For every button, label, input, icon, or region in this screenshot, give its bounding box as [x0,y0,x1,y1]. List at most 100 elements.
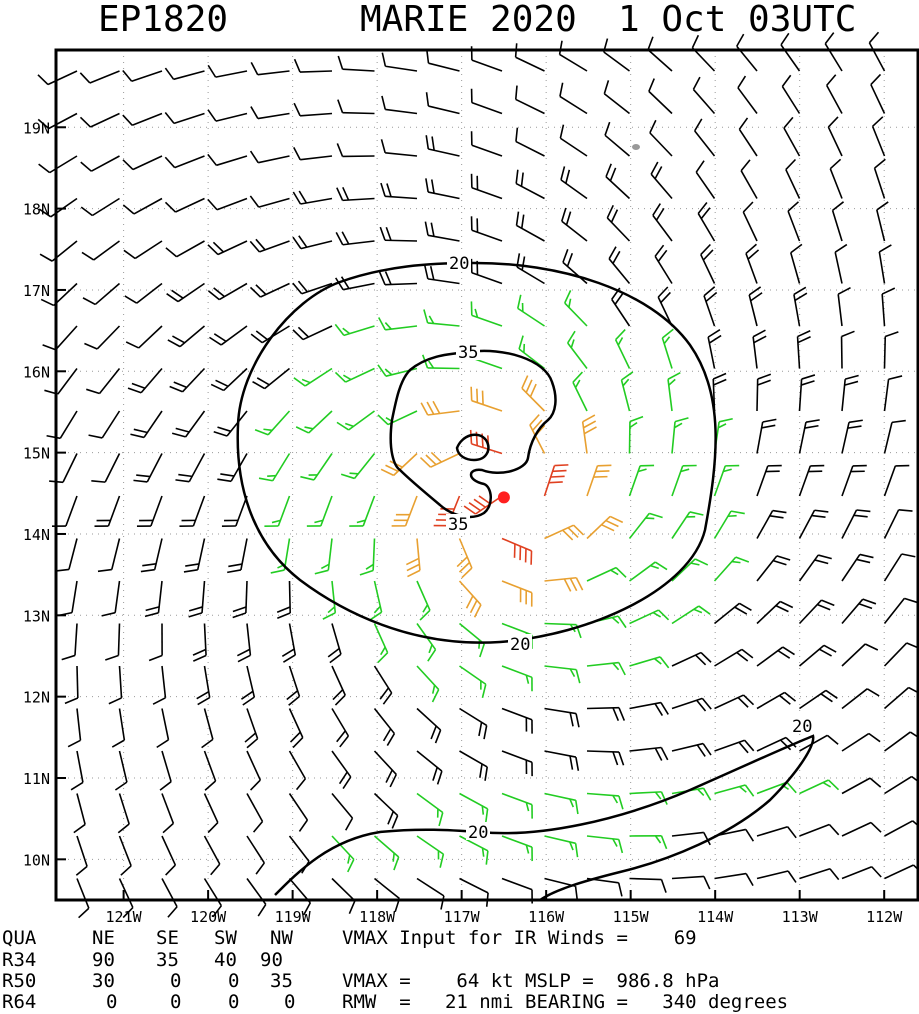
wind-barb [608,246,631,285]
wind-barb [544,707,580,728]
wind-barb [373,750,398,788]
barb-flag [188,612,203,618]
wind-barb [424,221,460,242]
barb-flag [356,519,366,524]
barb-flag [478,495,491,505]
barb-shaft [373,623,389,654]
wind-barb [586,835,624,854]
barb-shaft [883,465,897,497]
barb-shaft [385,65,418,72]
barb-flag [347,854,351,864]
barb-shaft [459,665,487,685]
wind-barb [80,155,120,172]
barb-shaft [203,793,219,823]
wind-barb [335,231,375,246]
barb-flag [463,505,476,515]
wind-barb [629,656,670,669]
barb-flag [786,781,797,794]
barb-shaft [697,213,716,242]
barb-flag [660,291,671,304]
wind-barb [883,331,899,369]
barb-shaft [799,689,827,710]
barb-flag [342,187,350,201]
barb-flag [384,271,392,285]
barb-flag [123,249,136,260]
wind-barb [501,580,533,607]
barb-shaft [714,739,745,752]
barb-flag [674,422,683,429]
barb-shaft [586,566,617,582]
barb-shaft [883,509,900,539]
barb-flag [61,654,76,661]
barb-shaft [544,877,576,888]
barb-shaft [873,167,886,199]
barb-shaft [459,877,489,894]
barb-shaft [143,410,163,438]
barb-flag [654,703,664,716]
barb-flag [521,256,526,271]
wind-barb [295,410,333,434]
wind-barb [796,330,811,369]
wind-barb [629,746,669,761]
barb-flag [329,653,342,664]
barb-shaft [161,793,175,824]
wind-barb [249,282,290,298]
barb-flag [648,78,655,92]
barb-flag [97,568,112,573]
wind-barb [756,418,777,454]
barb-shaft [131,70,163,83]
barb-shaft [604,134,631,157]
barb-shaft [320,495,333,527]
barb-flag [730,510,745,515]
wind-barb [714,739,755,754]
wind-barb [300,453,333,481]
barb-shaft [501,537,532,552]
barb-shaft [714,648,743,667]
barb-flag [337,99,344,113]
barb-shaft [515,56,545,72]
barb-flag [380,182,386,197]
wind-barb [161,878,178,918]
wind-barb [249,195,290,208]
wind-barb [183,538,206,573]
wind-barb [425,92,460,115]
barb-flag [871,866,882,878]
y-axis-tick-labels: 19N 18N 17N 16N 15N 14N 13N 12N 11N 10N [23,119,50,869]
barb-shaft [362,495,376,527]
wind-barb [827,116,843,157]
barb-shaft [288,580,292,614]
barb-shaft [288,750,307,780]
col-sw: SW [214,927,237,949]
wind-barb [207,153,248,167]
barb-shaft [215,112,248,122]
wind-barb [798,509,829,539]
barb-shaft [471,272,503,285]
wind-barb [841,688,880,710]
wind-barb [379,226,418,242]
barb-flag [381,52,387,67]
barb-flag [255,862,265,875]
barb-shaft [133,197,163,215]
barb-flag [827,779,840,791]
barb-shaft [781,86,801,114]
barb-shaft [785,169,801,199]
barb-flag [745,243,757,255]
barb-flag [794,292,808,302]
barb-flag [520,214,525,229]
wind-barb [714,828,755,842]
wind-barb [883,553,916,582]
wind-barb [789,243,803,284]
barb-flag [569,755,574,770]
barb-shaft [173,112,205,125]
barb-flag [563,578,572,592]
wind-barb [42,325,78,351]
barb-flag [249,240,261,253]
barb-shaft [272,453,291,482]
wind-barb [105,623,121,661]
wind-barb [75,835,88,876]
wind-barb [423,309,460,327]
wind-barb [799,867,840,881]
barb-shaft [259,240,290,253]
barb-flag [742,201,754,213]
wind-barb [196,665,211,706]
